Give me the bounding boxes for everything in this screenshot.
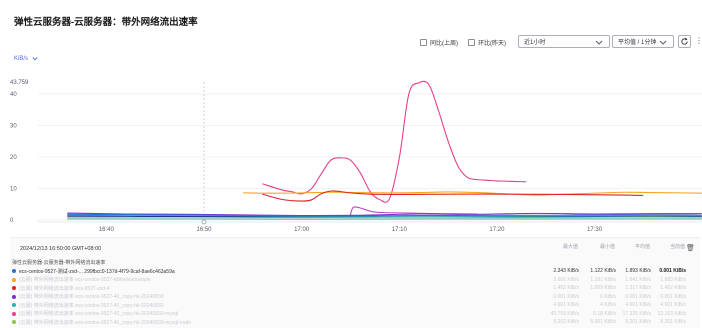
series-name: (云服) 带外网络流出速率 ecs-centos-9527-40_copy-hk… [19,319,419,326]
series-name: (云服) 带外网络流出速率 ecs-centos-9527-40_copy-hk… [19,302,419,309]
series-max-value: 9.202 KiB/s [545,319,579,325]
chevron-down-icon [31,56,39,62]
y-tick-label: 30 [10,123,17,129]
compare-yesterday-label: 同比(上周) [430,38,458,47]
series-avg-value: 1.841 KiB/s [617,277,651,283]
x-tick-label: 17:20 [489,227,505,233]
series-max-value: 1.452 KiB/s [545,285,579,291]
series-cur-value: 1.452 KiB/s [652,285,686,291]
series-cur-value: 8.201 KiB/s [652,319,686,325]
series-color-dot [12,303,16,307]
series-line-1 [262,81,526,202]
series-min-value: 6.001 KiB/s [582,319,616,325]
legend-panel: 2024/12/13 16:50:00 GMT+08:00 最大值 最小值 平均… [10,237,700,328]
y-tick-label: 0 [10,218,14,224]
compare-yesterday-checkbox[interactable]: 同比(上周) [420,38,458,47]
series-cur-value: 0.001 KiB/s [652,268,686,274]
series-name: (云服) 带外网络流出速率 ecs-9527-zxd-4 [19,285,419,292]
chevron-down-icon [594,38,604,46]
col-max-header: 最大值 [563,243,578,250]
legend-row[interactable]: (云服) 带外网络流出速率 ecs-centos-9527-40_copy-hk… [12,301,698,309]
series-cur-value: 12.163 KiB/s [652,311,686,317]
legend-row[interactable]: (云服) 带外网络流出速率 ecs-centos-9527-40_copy-hk… [12,310,698,318]
series-max-value: 0.001 KiB/s [545,294,579,300]
x-tick-label: 16:50 [196,227,212,233]
series-color-dot [12,320,16,324]
legend-row[interactable]: (云服) 带外网络流出速率 ecs-centos-9527-40_copy-hk… [12,318,698,326]
checkbox-box[interactable] [468,39,475,46]
more-options-icon[interactable]: ⋮ [695,36,702,46]
series-min-value: 6.18 KiB/s [582,311,616,317]
aggregation-select[interactable]: 平均值 / 1分钟 [612,35,674,48]
series-cur-value: 1.683 KiB/s [652,277,686,283]
series-avg-value: 0.001 KiB/s [617,294,651,300]
cursor-timestamp: 2024/12/13 16:50:00 GMT+08:00 [20,246,101,252]
series-min-value: 4 KiB/s [582,302,616,308]
col-min-header: 最小值 [600,243,615,250]
page-title: 弹性云服务器-云服务器：带外网络流出速率 [14,14,198,28]
series-avg-value: 8.201 KiB/s [617,319,651,325]
series-color-dot [12,269,16,273]
cursor-marker [202,220,206,224]
x-tick-label: 17:30 [587,227,603,233]
compare-prev-checkbox[interactable]: 环比(昨天) [468,38,506,47]
y-tick-label: 20 [10,155,17,161]
series-avg-value: 4.601 KiB/s [617,302,651,308]
col-current-header: 当前值 [670,243,685,250]
series-cur-value: 4.601 KiB/s [652,302,686,308]
series-color-dot [12,295,16,299]
compare-prev-label: 环比(昨天) [478,38,506,47]
series-name: (云服) 带外网络流出速率 ecs-centos-9527-40_copy-hk… [19,293,419,300]
series-color-dot [12,278,16,282]
legend-row[interactable]: ecs-centos-9527-测试-zxd-... 299fbcc0-137d… [12,267,698,275]
series-max-value: 2.343 KiB/s [545,268,579,274]
series-min-value: 1.101 KiB/s [582,277,616,283]
series-min-value: 1.009 KiB/s [582,285,616,291]
series-avg-value: 1.893 KiB/s [617,268,651,274]
time-range-value: 近1小时 [524,37,545,46]
delete-icon[interactable]: 🗑 [686,244,695,252]
x-tick-label: 17:10 [392,227,408,233]
series-name: (云服) 带外网络流出速率 ecs-centos-9527-kibibytes/… [19,276,419,283]
y-tick-label: 40 [10,92,17,98]
legend-group-label: 弹性云服务器-云服务器-带外网络流出速率 [12,259,412,266]
col-avg-header: 平均值 [635,243,650,250]
unit-value: KiB/s [14,56,28,62]
series-name: ecs-centos-9527-测试-zxd-... 299fbcc0-137d… [19,268,419,275]
refresh-button[interactable] [678,35,691,48]
series-avg-value: 17.325 KiB/s [617,311,651,317]
legend-row[interactable]: (云服) 带外网络流出速率 ecs-centos-9527-kibibytes/… [12,276,698,284]
legend-group-row[interactable]: 弹性云服务器-云服务器-带外网络流出速率 [12,258,698,266]
y-tick-label: 10 [10,186,17,192]
series-min-value: 1.122 KiB/s [582,268,616,274]
x-tick-label: 17:00 [294,227,310,233]
x-tick-label: 16:40 [99,227,115,233]
line-chart[interactable]: 43.759 0 10 20 30 40 16:40 16:50 17:00 17:10 17:20… [0,70,702,235]
unit-select[interactable]: KiB/s [14,56,39,62]
refresh-icon [680,37,689,46]
series-min-value: 0 KiB/s [582,294,616,300]
legend-row[interactable]: (云服) 带外网络流出速率 ecs-centos-9527-40_copy-hk… [12,293,698,301]
series-max-value: 3.606 KiB/s [545,277,579,283]
series-max-value: 4.601 KiB/s [545,302,579,308]
chevron-down-icon [658,38,668,46]
aggregation-value: 平均值 / 1分钟 [618,37,656,46]
series-avg-value: 1.317 KiB/s [617,285,651,291]
checkbox-box[interactable] [420,39,427,46]
series-name: (云服) 带外网络流出速率 ecs-centos-9527-40_copy-hk… [19,310,419,317]
series-cur-value: 0.001 KiB/s [652,294,686,300]
series-color-dot [12,312,16,316]
series-color-dot [12,286,16,290]
y-max-label: 43.759 [10,80,29,86]
time-range-select[interactable]: 近1小时 [518,35,610,48]
series-max-value: 43.759 KiB/s [545,311,579,317]
